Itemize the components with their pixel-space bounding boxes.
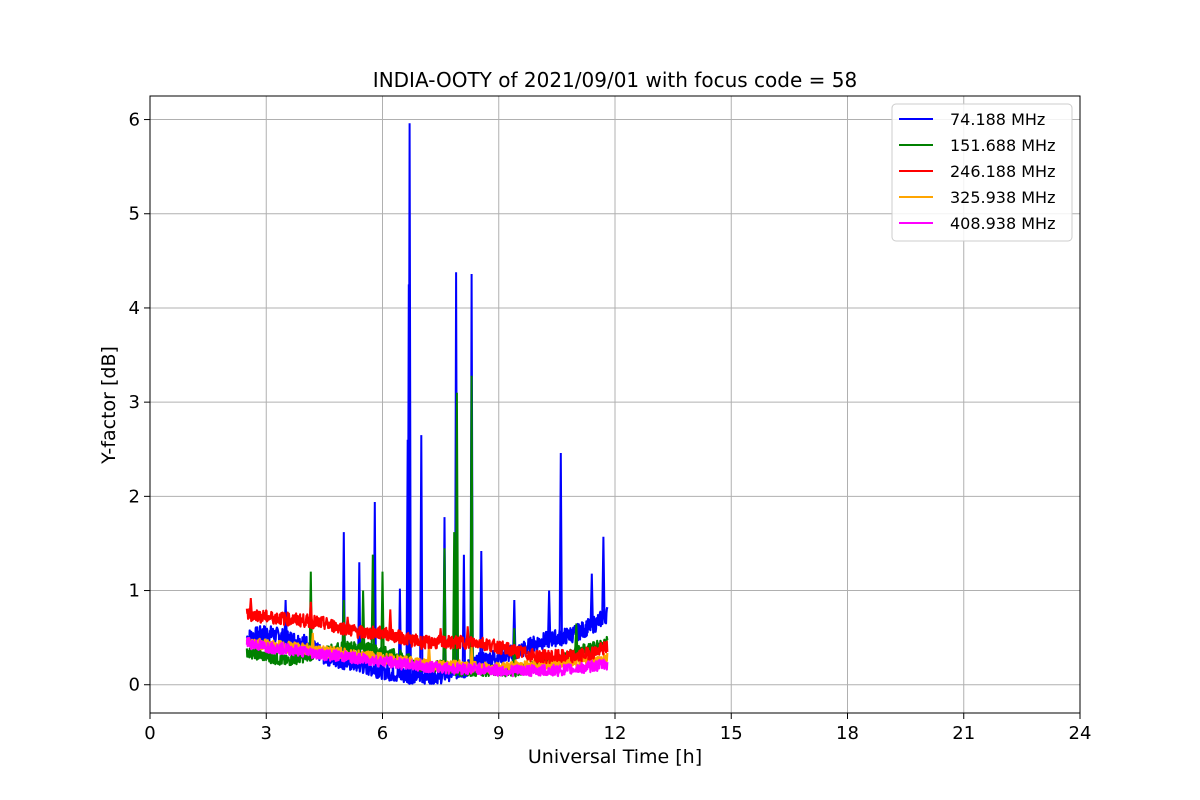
series-peak xyxy=(248,598,253,615)
series-peak xyxy=(454,392,460,670)
legend-label: 74.188 MHz xyxy=(950,110,1045,129)
series-peak xyxy=(397,588,403,675)
series-peak xyxy=(370,554,375,650)
series-peak xyxy=(461,554,466,671)
series-peak xyxy=(512,628,517,671)
series-peak xyxy=(547,590,552,640)
legend-label: 325.938 MHz xyxy=(950,188,1055,207)
x-tick-label: 24 xyxy=(1069,723,1092,744)
legend-label: 151.688 MHz xyxy=(950,136,1055,155)
y-tick-label: 4 xyxy=(129,298,140,319)
series-peak xyxy=(380,571,385,652)
x-tick-label: 21 xyxy=(952,723,975,744)
y-axis: 0 1 2 3 4 5 6 xyxy=(129,110,150,696)
series-peak xyxy=(438,628,443,643)
y-tick-label: 2 xyxy=(129,486,140,507)
x-tick-label: 15 xyxy=(720,723,743,744)
series-peak xyxy=(388,609,393,635)
series-line xyxy=(245,608,609,665)
series-peak xyxy=(308,601,313,622)
x-tick-label: 6 xyxy=(377,723,388,744)
series-peak xyxy=(479,550,484,661)
x-tick-label: 9 xyxy=(493,723,504,744)
x-tick-label: 12 xyxy=(604,723,627,744)
y-tick-label: 3 xyxy=(129,392,140,413)
legend-box xyxy=(891,103,1073,242)
series-line xyxy=(245,637,609,678)
x-tick-label: 0 xyxy=(144,723,155,744)
x-tick-label: 18 xyxy=(836,723,859,744)
series-peak xyxy=(442,548,447,667)
series-peak xyxy=(407,123,412,676)
y-tick-label: 0 xyxy=(129,675,140,696)
legend-label: 408.938 MHz xyxy=(950,214,1055,233)
series-peak xyxy=(310,632,315,651)
legend-label: 246.188 MHz xyxy=(950,162,1055,181)
series-peak xyxy=(558,452,563,638)
series-peak xyxy=(574,623,579,652)
chart-title: INDIA-OOTY of 2021/09/01 with focus code… xyxy=(373,68,857,92)
series-peak xyxy=(345,616,350,630)
y-tick-label: 6 xyxy=(129,110,140,131)
legend: 74.188 MHz 151.688 MHz 246.188 MHz 325.938 … xyxy=(891,103,1073,242)
y-axis-label: Y-factor [dB] xyxy=(98,346,120,465)
series-peak xyxy=(419,435,424,676)
series-peak xyxy=(465,626,470,643)
series-peak xyxy=(601,536,606,618)
series-peak xyxy=(589,573,594,626)
y-tick-label: 1 xyxy=(129,581,140,602)
series-layer xyxy=(245,123,609,685)
x-axis-label: Universal Time [h] xyxy=(528,746,702,768)
series-peak xyxy=(469,375,474,671)
x-axis: 0 3 6 9 12 15 18 21 24 xyxy=(144,713,1091,744)
y-tick-label: 5 xyxy=(129,204,140,225)
x-tick-label: 3 xyxy=(261,723,272,744)
